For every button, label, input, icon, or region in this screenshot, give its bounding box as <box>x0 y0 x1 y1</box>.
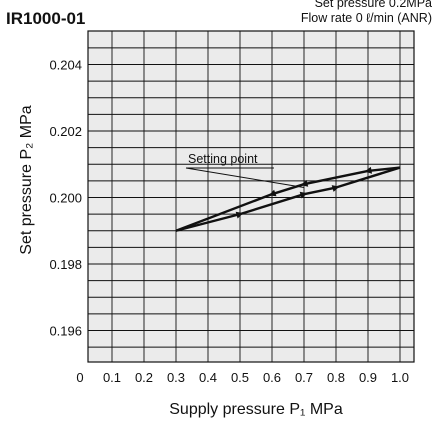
condition-flow-rate: Flow rate 0 ℓ/min (ANR) <box>301 11 432 25</box>
y-tick-label-0: 0.196 <box>49 324 82 339</box>
series-group <box>175 166 401 232</box>
y-tick-label-2: 0.200 <box>49 191 82 206</box>
x-axis-label: Supply pressure P₁ MPa <box>169 401 343 418</box>
series-arrow-decreasing-3 <box>268 189 277 197</box>
plot-frame <box>87 30 415 363</box>
grid-lines <box>88 31 414 362</box>
y-axis-label: Set pressure P₂ MPa <box>18 105 35 254</box>
setting-point-leader <box>185 167 305 189</box>
x-tick-label-5: 0.5 <box>231 370 249 385</box>
x-tick-label-4: 0.4 <box>199 370 217 385</box>
x-tick-label-8: 0.8 <box>327 370 345 385</box>
x-tick-label-3: 0.3 <box>167 370 185 385</box>
y-tick-label-1: 0.198 <box>49 257 82 272</box>
series-arrow-decreasing-2 <box>300 179 309 187</box>
plot-area <box>87 30 415 363</box>
x-tick-label-2: 0.2 <box>135 370 153 385</box>
x-tick-label-9: 0.9 <box>359 370 377 385</box>
series-arrow-increasing-2 <box>299 191 308 199</box>
tick-labels: 0 0.1 0.2 0.3 0.4 0.5 0.6 0.7 0.8 0.9 1.0 0.196 0.19… <box>49 58 409 386</box>
series-arrow-increasing-1 <box>235 211 244 219</box>
chart-title: IR1000-01 <box>6 9 85 28</box>
series-arrow-decreasing-1 <box>364 166 373 174</box>
x-tick-label-10: 1.0 <box>391 370 409 385</box>
y-tick-label-4: 0.204 <box>49 58 82 73</box>
setting-point-label: Setting point <box>188 152 258 166</box>
x-tick-label-6: 0.6 <box>263 370 281 385</box>
x-tick-label-1: 0.1 <box>103 370 121 385</box>
x-tick-label-0: 0 <box>76 370 83 385</box>
condition-set-pressure: Set pressure 0.2MPa <box>315 0 432 10</box>
x-tick-label-7: 0.7 <box>295 370 313 385</box>
series-arrow-increasing-3 <box>331 185 340 192</box>
y-tick-label-3: 0.202 <box>49 124 82 139</box>
